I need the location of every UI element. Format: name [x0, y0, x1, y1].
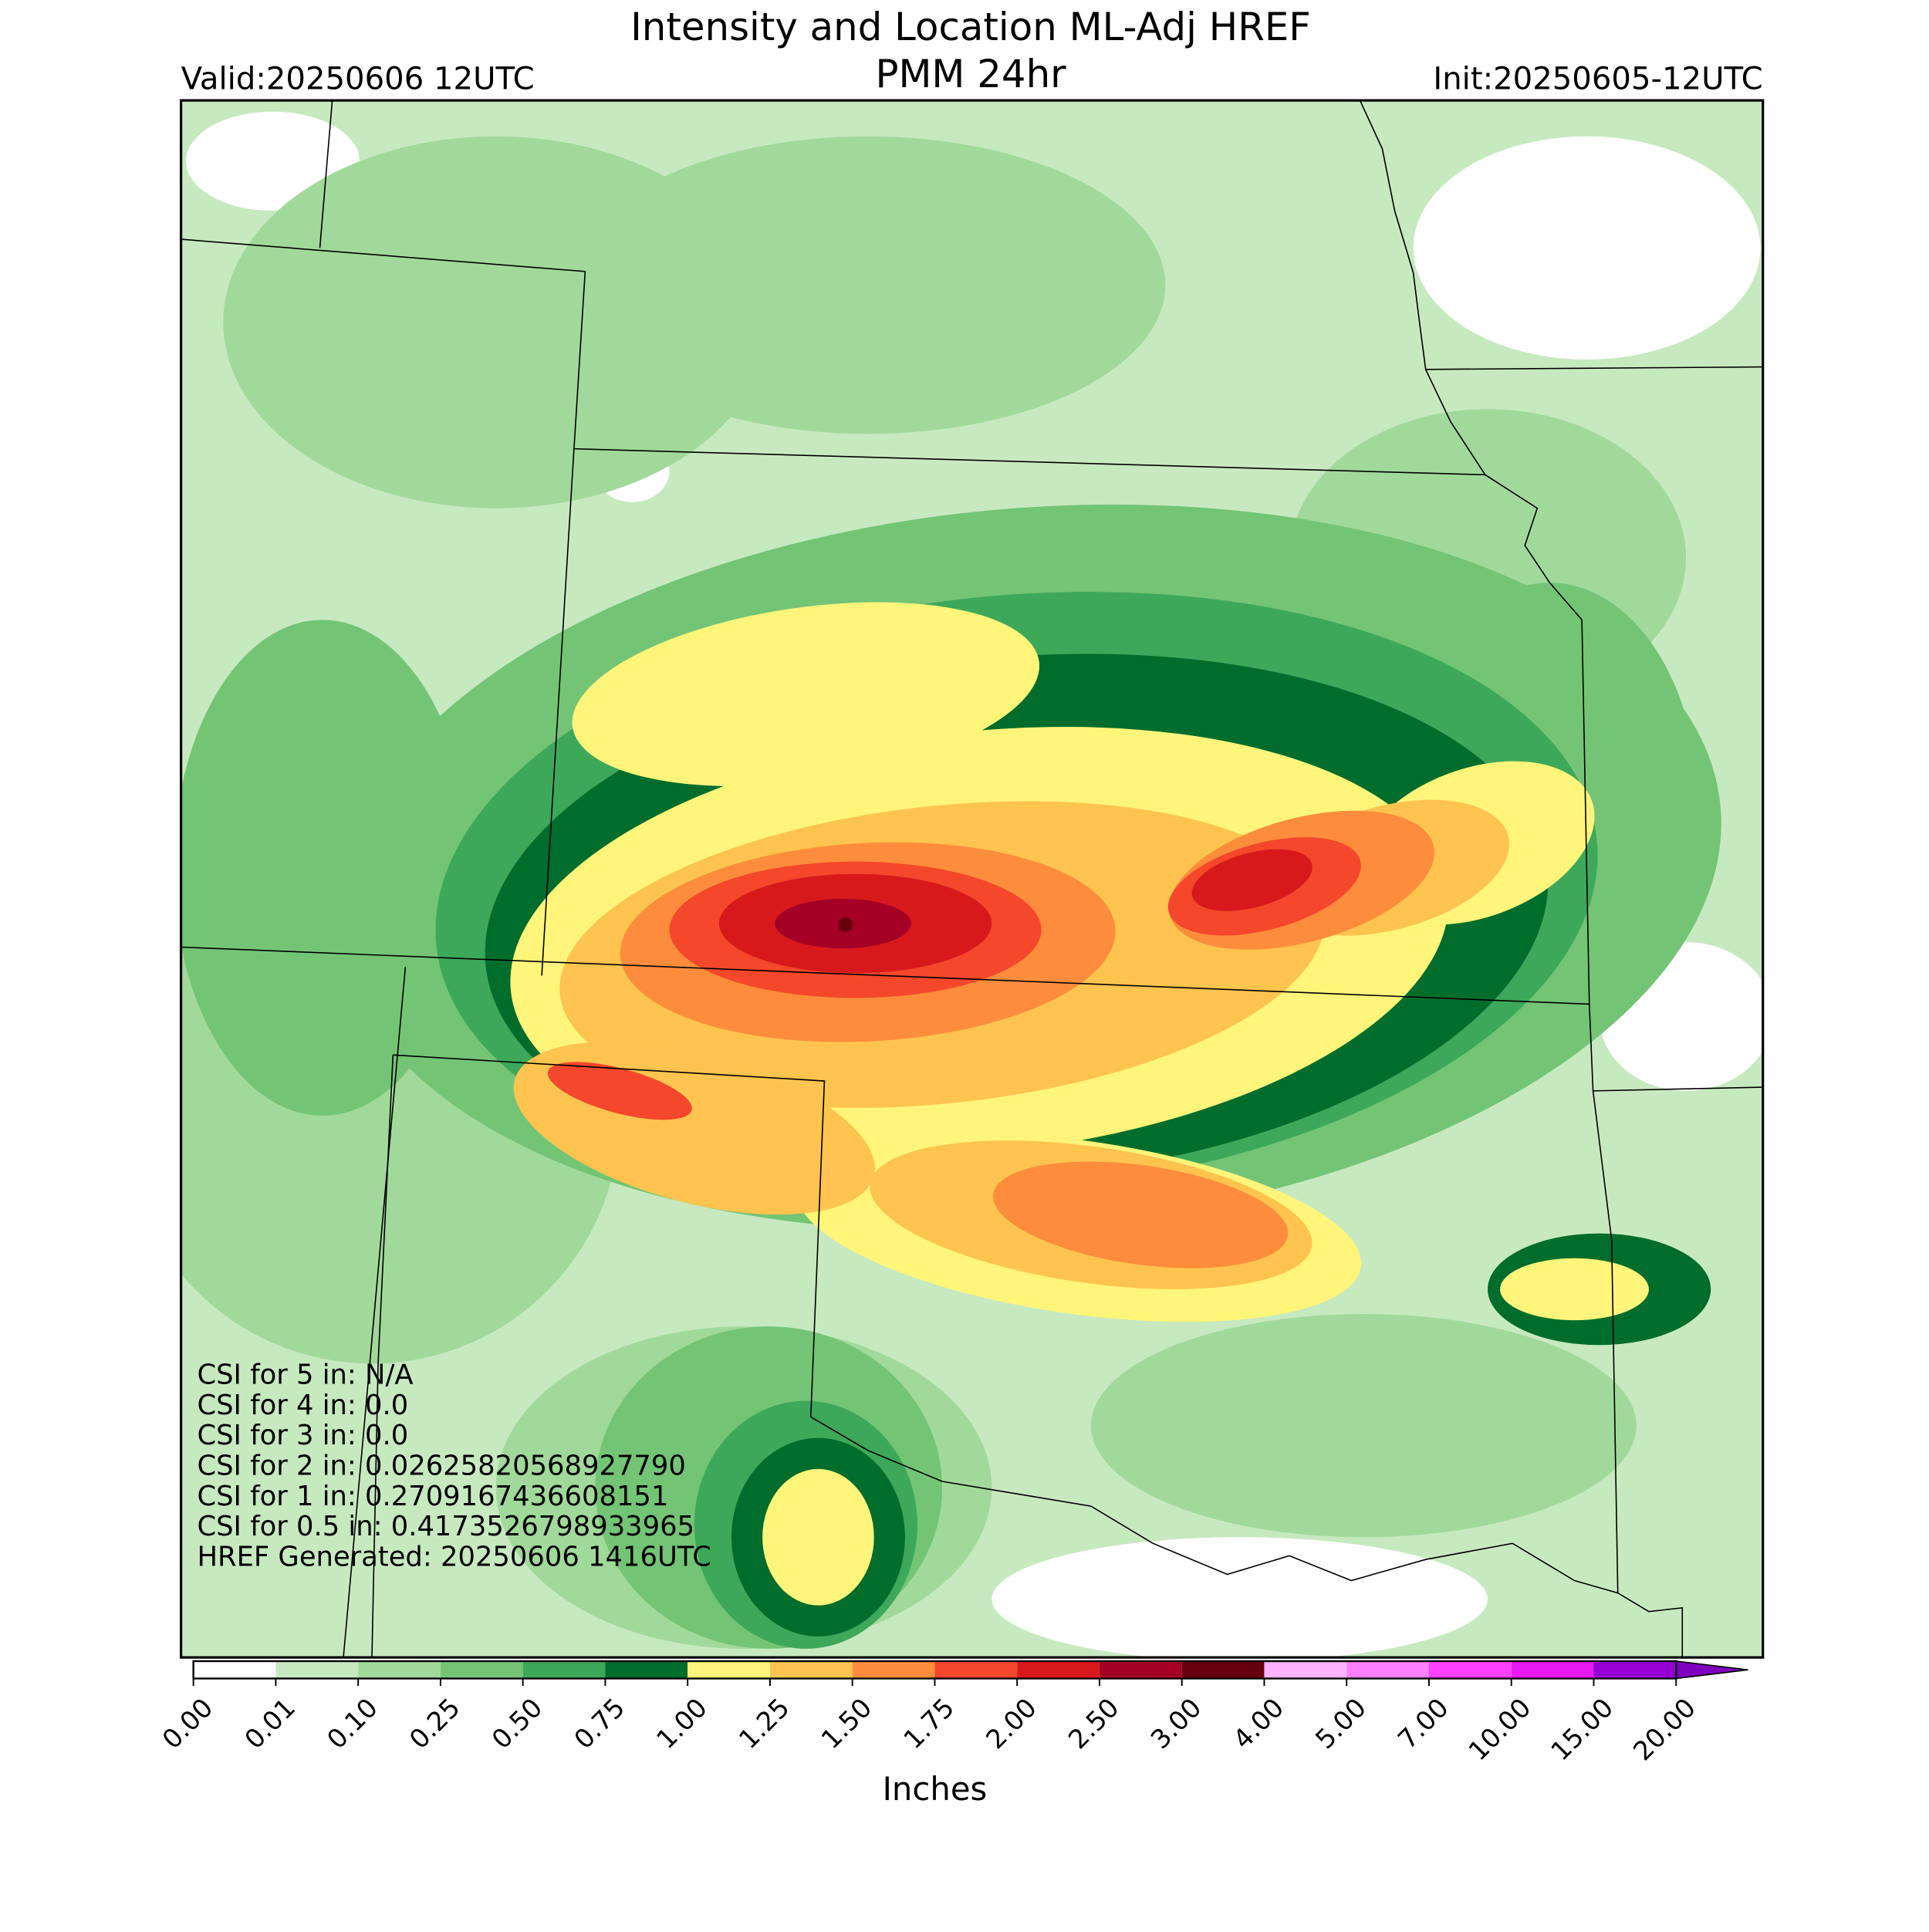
border — [1593, 1086, 1763, 1092]
csi-annotation: CSI for 0.5 in: 0.4173526798933965 — [197, 1511, 694, 1542]
init-time: Init:20250605-12UTC — [1433, 61, 1762, 96]
precip-area — [1413, 136, 1761, 360]
colorbar-swatch — [1428, 1660, 1512, 1679]
csi-annotation: HREF Generated: 20250606 1416UTC — [197, 1542, 711, 1573]
csi-annotation: CSI for 3 in: 0.0 — [197, 1420, 408, 1451]
precip-area — [992, 1537, 1488, 1658]
csi-annotation: CSI for 1 in: 0.2709167436608151 — [197, 1481, 668, 1512]
precip-area — [572, 602, 1040, 786]
colorbar-swatch — [1593, 1660, 1677, 1679]
colorbar: Inches 0.00 0.01 0.10 0.25 0.50 0.75 1.00 1.25 1… — [157, 1660, 1748, 1808]
colorbar-swatch — [1346, 1660, 1429, 1679]
state-borders — [181, 100, 1763, 1658]
precip-area — [838, 917, 853, 933]
border — [573, 448, 1485, 476]
precip-area — [547, 1062, 692, 1120]
valid-time: Valid:20250606 12UTC — [181, 61, 535, 96]
title: Intensity and Location ML-Adj HREF — [630, 5, 1311, 49]
colorbar-swatch — [934, 1660, 1018, 1679]
colorbar-swatch — [769, 1660, 853, 1679]
colorbar-swatch — [852, 1660, 935, 1679]
colorbar-swatch — [1264, 1660, 1347, 1679]
csi-annotation: CSI for 4 in: 0.0 — [197, 1390, 408, 1421]
subtitle: PMM 24hr — [875, 52, 1066, 96]
border — [181, 238, 586, 976]
precip-area — [1191, 849, 1312, 911]
colorbar-swatch — [1511, 1660, 1594, 1679]
border — [371, 1055, 394, 1658]
border — [181, 946, 1589, 1005]
border — [1425, 366, 1763, 370]
colorbar-swatch — [440, 1660, 523, 1679]
precip-area — [1090, 1314, 1637, 1538]
colorbar-swatch — [1017, 1660, 1100, 1679]
precip-area — [570, 136, 1166, 434]
border — [319, 100, 333, 248]
colorbar-swatch — [275, 1660, 359, 1679]
precip-field — [181, 100, 1763, 1658]
colorbar-swatch — [193, 1660, 276, 1679]
colorbar-swatch — [358, 1660, 441, 1679]
map-frame — [179, 99, 1765, 1659]
colorbar-label: Inches — [883, 1770, 988, 1808]
csi-annotation: CSI for 5 in: N/A — [197, 1359, 413, 1390]
colorbar-swatch — [1181, 1660, 1265, 1679]
border — [343, 967, 407, 1658]
colorbar-swatch — [687, 1660, 770, 1679]
precip-area — [762, 1468, 874, 1606]
colorbar-swatch — [522, 1660, 606, 1679]
precip-area — [993, 1161, 1289, 1268]
precip-area — [1500, 1258, 1649, 1321]
colorbar-swatch — [605, 1660, 688, 1679]
border — [1359, 100, 1619, 1593]
border — [393, 1054, 1684, 1658]
csi-annotation: CSI for 2 in: 0.02625820568927790 — [197, 1451, 685, 1482]
precip-area — [181, 620, 471, 1116]
colorbar-swatch — [1099, 1660, 1182, 1679]
